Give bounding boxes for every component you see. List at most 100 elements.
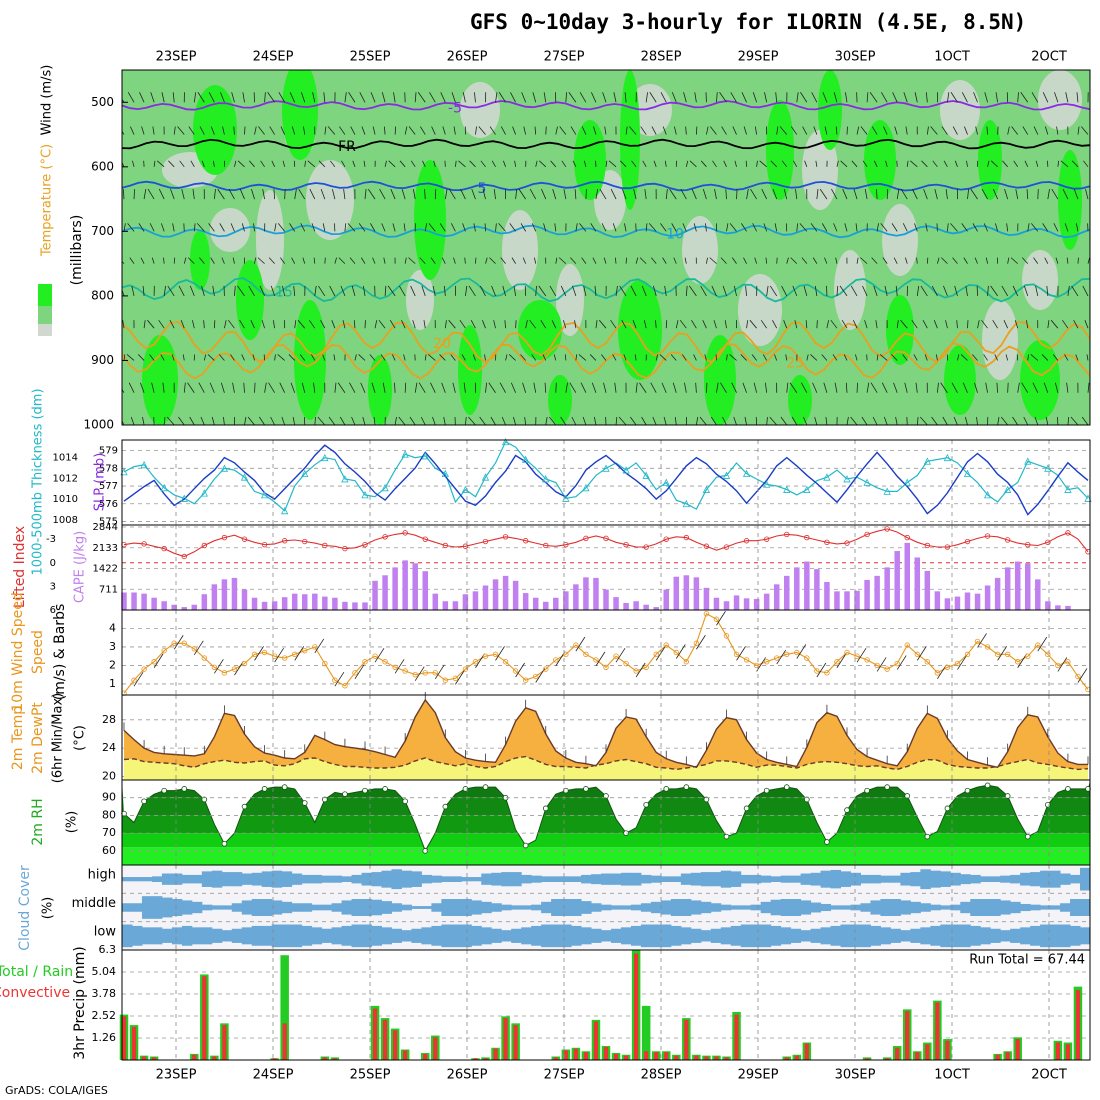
cape-bar xyxy=(773,584,780,610)
wind-barb xyxy=(493,320,496,329)
wind-barb xyxy=(543,92,547,103)
cloud-cover-cell xyxy=(171,873,183,885)
wind-barb xyxy=(625,257,627,264)
wind-barb xyxy=(671,92,677,103)
cloud-cover-cell xyxy=(411,928,422,943)
thickness-point xyxy=(421,452,429,460)
wind-barb xyxy=(963,257,968,264)
wind-barb xyxy=(833,92,838,103)
precip-convective-bar xyxy=(804,1043,809,1060)
wind-barb xyxy=(133,189,135,200)
precip-tick-label: 6.3 xyxy=(99,943,117,956)
wind-barb xyxy=(468,416,476,425)
cloud-cover-cell xyxy=(750,874,762,884)
precip-convective-bar xyxy=(905,1011,910,1060)
wind-point xyxy=(392,664,398,670)
rh-moist-region xyxy=(236,260,264,340)
cloud-cover-cell xyxy=(710,872,722,887)
surface-wind-barb xyxy=(193,640,204,656)
wind-barb xyxy=(1077,126,1080,135)
cape-bar xyxy=(392,567,398,610)
cape-bar xyxy=(593,577,599,610)
surface-wind-barb xyxy=(1077,668,1088,683)
wind-barb xyxy=(950,92,958,103)
wind-barb xyxy=(925,223,928,232)
cloud-row-label: low xyxy=(94,924,117,939)
wind-point xyxy=(854,653,860,659)
cloud-cover-cell xyxy=(780,875,792,883)
wind-barb xyxy=(832,354,838,361)
wind-barb xyxy=(652,416,657,425)
wind-barb xyxy=(722,285,727,297)
wind-barb xyxy=(381,223,386,232)
cloud-cover-cell xyxy=(970,899,981,916)
wind-barb xyxy=(883,126,888,135)
wind-barb xyxy=(340,285,346,297)
wind-barb xyxy=(933,320,938,329)
wind-barb xyxy=(976,416,978,425)
wind-barb xyxy=(513,416,517,425)
cloud-cover-cell xyxy=(151,876,163,882)
wind-barb xyxy=(211,416,215,425)
lifted-point xyxy=(924,542,931,549)
cloud-cover-cell xyxy=(940,924,951,948)
wind-barb xyxy=(655,354,658,361)
wind-barb xyxy=(509,223,516,232)
wind-barb xyxy=(267,92,275,103)
wind-barb xyxy=(729,354,737,361)
cloud-cover-cell xyxy=(301,874,313,884)
wind-barb xyxy=(733,285,737,296)
cape-bar xyxy=(452,601,459,610)
cape-bar xyxy=(532,597,539,610)
thickness-point xyxy=(542,475,550,483)
wind-barb xyxy=(534,257,537,264)
wind-barb xyxy=(444,189,448,200)
wind-barb xyxy=(615,285,618,296)
wind-barb xyxy=(886,189,889,200)
wind-barb xyxy=(966,160,968,167)
wind-point xyxy=(432,670,438,676)
wind-barb xyxy=(840,160,848,168)
precip-convective-bar xyxy=(272,1058,277,1060)
wind-barb xyxy=(983,354,988,361)
lifted-point xyxy=(422,536,428,542)
rh-tick-label: 70 xyxy=(102,826,116,839)
precip-convective-bar xyxy=(433,1037,438,1060)
date-label-bottom: 23SEP xyxy=(156,1068,197,1083)
wind-barb xyxy=(591,382,597,393)
wind-barb xyxy=(1064,223,1069,232)
wind-barb xyxy=(805,320,808,329)
thickness-point xyxy=(381,483,389,492)
wind-barb xyxy=(308,319,316,329)
cloud-cover-cell xyxy=(521,927,532,945)
wind-barb xyxy=(964,416,968,425)
wind-barb xyxy=(1067,416,1070,425)
wind-barb xyxy=(675,320,679,329)
wind-barb xyxy=(733,416,737,425)
wind-barb xyxy=(604,126,607,135)
cloud-cover-cell xyxy=(830,905,842,910)
cloud-cover-cell xyxy=(1010,928,1021,943)
cloud-cover-cell xyxy=(371,899,382,916)
wind-barb xyxy=(957,354,960,361)
cape-bar xyxy=(784,575,790,610)
wind-barb xyxy=(916,257,918,264)
wind-barb xyxy=(792,285,798,297)
lifted-point xyxy=(342,545,348,552)
wind-barb xyxy=(389,319,396,329)
wind-barb xyxy=(433,160,436,167)
cloud-cover-cell xyxy=(610,873,622,885)
wind-barb xyxy=(430,382,436,393)
wind-point xyxy=(894,660,900,667)
wind-barb xyxy=(870,382,878,393)
wind-barb xyxy=(813,126,818,135)
wind-barb xyxy=(495,92,498,103)
rh-point xyxy=(261,786,268,792)
wind-barb xyxy=(139,92,145,103)
wind-barb xyxy=(804,160,808,167)
rh-point xyxy=(944,805,951,812)
wind-point xyxy=(673,649,679,656)
wind-barb xyxy=(712,160,717,168)
wind-barb xyxy=(167,285,175,297)
thickness-point xyxy=(1024,457,1032,465)
